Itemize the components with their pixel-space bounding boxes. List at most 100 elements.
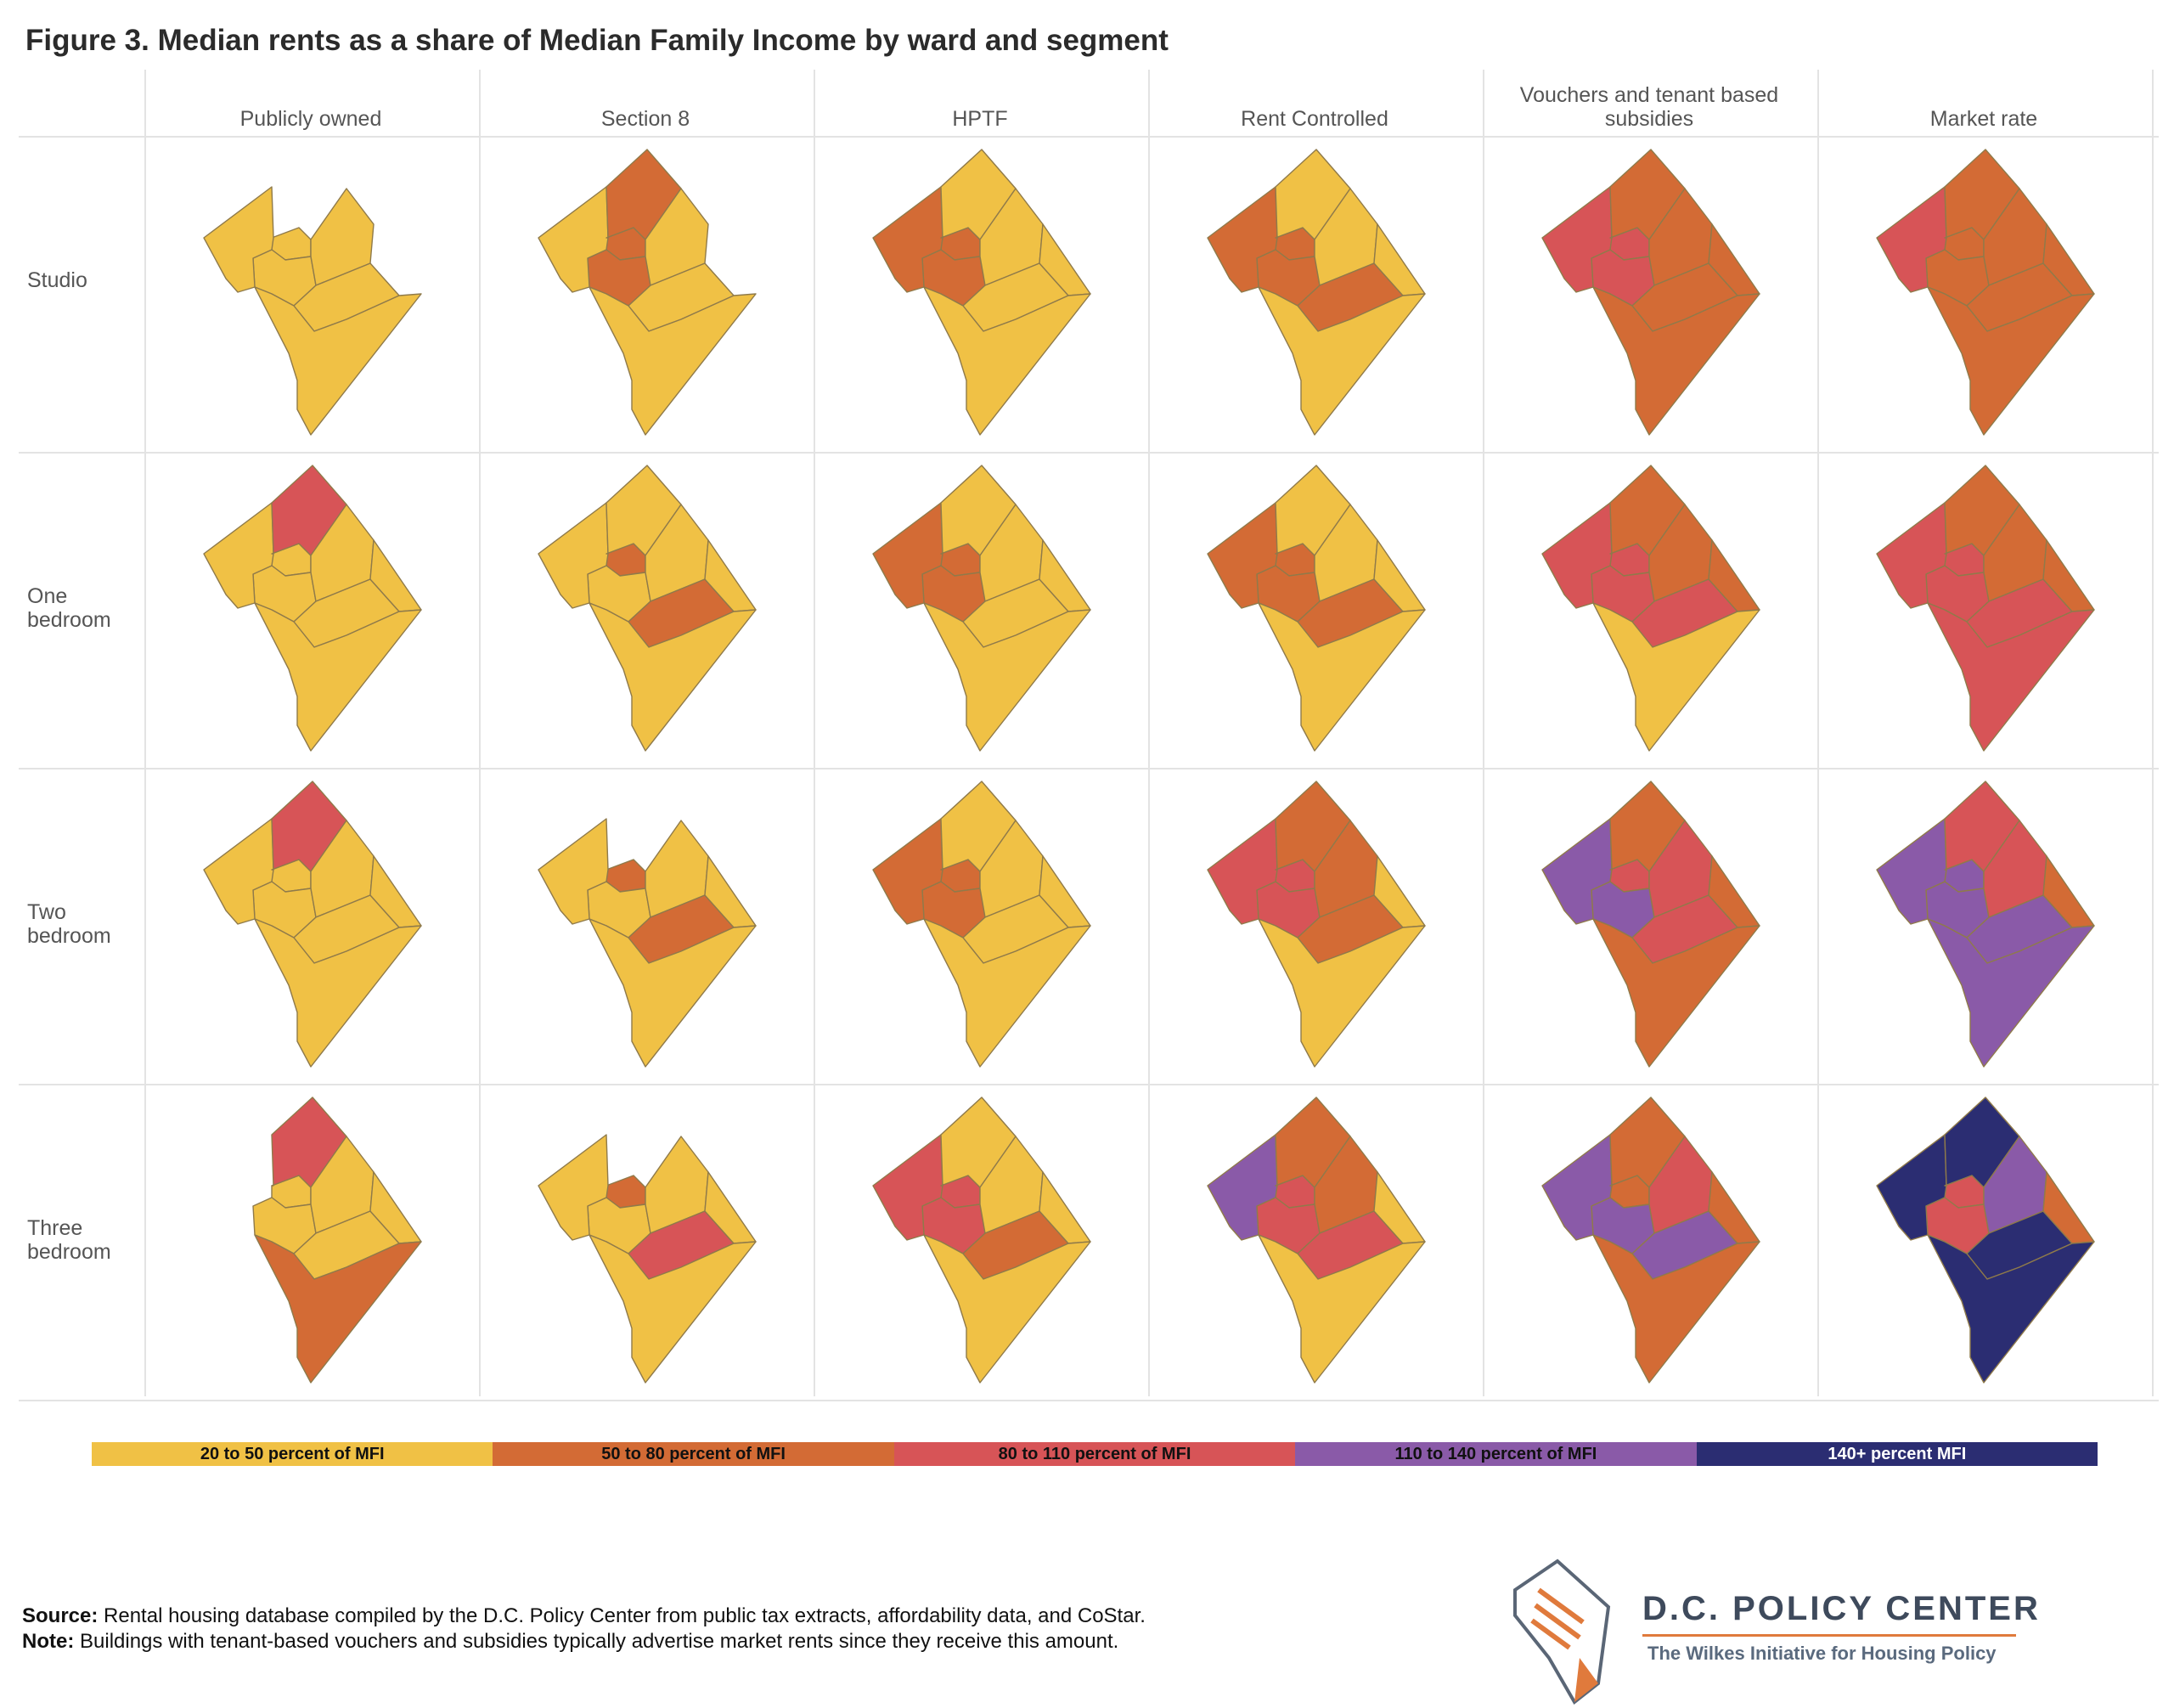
ward-region	[1258, 286, 1426, 436]
source-text: Rental housing database compiled by the …	[104, 1604, 1146, 1627]
map-cell	[144, 768, 477, 1082]
map-cell	[479, 768, 812, 1082]
ward-region	[605, 465, 682, 556]
map-cell	[814, 136, 1146, 450]
grid-column-line	[2152, 70, 2154, 1396]
column-header: Rent Controlled	[1241, 107, 1388, 131]
ward-region	[1944, 1096, 2020, 1188]
ward-region	[271, 1096, 347, 1188]
ward-region	[1275, 149, 1351, 240]
ward-map	[1876, 1096, 2095, 1384]
grid-row-line	[19, 136, 2159, 138]
ward-map	[1207, 781, 1426, 1068]
ward-region	[1927, 918, 2095, 1068]
map-cell	[1817, 1084, 2150, 1398]
ward-map	[1876, 465, 2095, 752]
grid-row-line	[19, 1400, 2159, 1401]
ward-region	[1609, 149, 1686, 240]
ward-map	[538, 818, 757, 1068]
column-header: Section 8	[600, 107, 690, 131]
ward-map	[1541, 465, 1760, 752]
ward-map	[1876, 781, 2095, 1068]
ward-region	[203, 186, 274, 293]
map-cell	[144, 136, 477, 450]
row-header: Three bedroom	[27, 1216, 111, 1264]
row-header: One bedroom	[27, 584, 111, 632]
choropleth-grid: Publicly owned Section 8 HPTF Rent Controll…	[19, 70, 2159, 1401]
ward-map	[872, 781, 1091, 1068]
ward-map	[538, 465, 757, 752]
logo-divider	[1642, 1634, 2016, 1637]
ward-region	[589, 602, 757, 752]
ward-region	[538, 818, 609, 925]
ward-region	[940, 1096, 1017, 1188]
grid-column-line	[144, 70, 146, 1396]
note-text: Buildings with tenant-based vouchers and…	[80, 1630, 1119, 1653]
ward-map	[1541, 781, 1760, 1068]
source-line: Source: Rental housing database compiled…	[22, 1604, 1146, 1629]
footer: Source: Rental housing database compiled…	[22, 1604, 1146, 1654]
grid-row-line	[19, 768, 2159, 769]
ward-map	[1876, 149, 2095, 436]
map-cell	[479, 452, 812, 766]
column-header: Publicly owned	[239, 107, 382, 131]
note-line: Note: Buildings with tenant-based vouche…	[22, 1629, 1146, 1654]
map-cell	[1148, 452, 1481, 766]
ward-region	[589, 286, 757, 436]
ward-region	[538, 1134, 609, 1241]
ward-region	[1258, 918, 1426, 1068]
ward-region	[940, 465, 1017, 556]
column-header: HPTF	[952, 107, 1008, 131]
ward-region	[1927, 1234, 2095, 1384]
ward-region	[271, 781, 347, 872]
ward-region	[1275, 781, 1351, 872]
ward-map	[872, 149, 1091, 436]
ward-region	[271, 465, 347, 556]
map-cell	[1148, 136, 1481, 450]
ward-region	[254, 286, 422, 436]
ward-map	[1207, 1096, 1426, 1384]
map-cell	[1483, 1084, 1816, 1398]
ward-region	[254, 1234, 422, 1384]
map-cell	[479, 136, 812, 450]
ward-region	[1258, 1234, 1426, 1384]
legend-item: 80 to 110 percent of MFI	[893, 1442, 1296, 1466]
ward-region	[1592, 286, 1760, 436]
map-cell	[1148, 768, 1481, 1082]
map-cell	[1817, 452, 2150, 766]
document-map-icon	[1513, 1559, 1611, 1705]
note-label: Note:	[22, 1630, 75, 1653]
ward-region	[1927, 286, 2095, 436]
map-cell	[479, 1084, 812, 1398]
ward-region	[254, 918, 422, 1068]
ward-map	[1541, 1096, 1760, 1384]
grid-row-line	[19, 1084, 2159, 1085]
grid-column-line	[1817, 70, 1819, 1396]
map-cell	[144, 452, 477, 766]
row-header: Studio	[27, 268, 87, 292]
ward-region	[1258, 602, 1426, 752]
map-cell	[1817, 768, 2150, 1082]
ward-map	[1207, 149, 1426, 436]
ward-region	[1592, 602, 1760, 752]
grid-column-line	[814, 70, 815, 1396]
ward-map	[538, 1134, 757, 1384]
ward-region	[923, 602, 1091, 752]
grid-column-line	[1483, 70, 1484, 1396]
ward-region	[940, 781, 1017, 872]
ward-map	[1207, 465, 1426, 752]
logo-name: D.C. POLICY CENTER	[1642, 1590, 2041, 1627]
ward-region	[923, 1234, 1091, 1384]
ward-region	[1592, 918, 1760, 1068]
ward-region	[589, 1234, 757, 1384]
ward-region	[1592, 1234, 1760, 1384]
legend-item: 140+ percent MFI	[1696, 1442, 2098, 1466]
ward-map	[872, 465, 1091, 752]
logo-tagline: The Wilkes Initiative for Housing Policy	[1647, 1643, 1997, 1664]
map-cell	[814, 1084, 1146, 1398]
ward-region	[1944, 465, 2020, 556]
ward-region	[1944, 149, 2020, 240]
grid-column-line	[1148, 70, 1150, 1396]
grid-row-line	[19, 452, 2159, 454]
map-cell	[144, 1084, 477, 1398]
